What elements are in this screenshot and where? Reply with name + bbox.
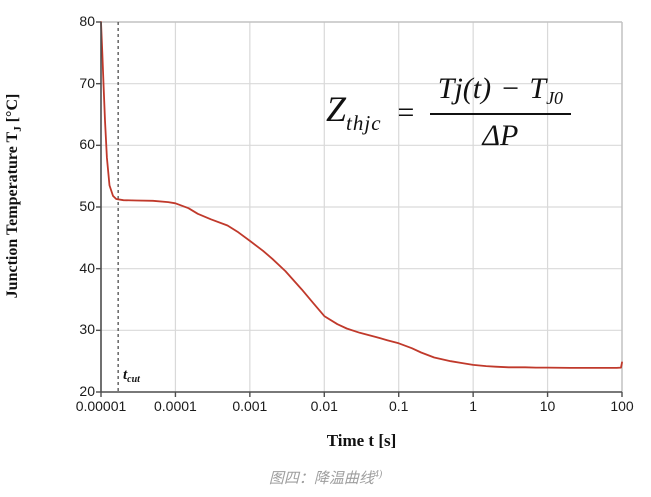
caption-footnote-marker: 4) (373, 469, 383, 480)
formula-minus-sign: − (500, 72, 521, 105)
y-tick-label: 20 (79, 383, 95, 399)
y-tick-label: 40 (79, 259, 95, 276)
formula-fraction: Tj(t) − TJ0 ΔP (429, 72, 572, 154)
thermal-impedance-formula: Zthjc = Tj(t) − TJ0 ΔP (326, 72, 572, 154)
y-tick-label: 80 (79, 13, 95, 29)
x-tick-label: 0.1 (388, 398, 409, 414)
y-tick-label: 70 (79, 74, 95, 91)
x-tick-label: 0.01 (310, 398, 338, 414)
x-tick-label: 1 (469, 398, 478, 414)
formula-lhs: Zthjc (326, 89, 382, 136)
formula-lhs-subscript: thjc (346, 111, 382, 136)
formula-numerator-subscript: J0 (546, 88, 564, 108)
y-axis-title-subscript: J (12, 126, 25, 132)
x-tick-label: 0.00001 (75, 398, 127, 414)
x-tick-label: 0.001 (232, 398, 268, 414)
x-axis-title: Time t [s] (326, 431, 397, 450)
y-axis-title: Junction Temperature TJ [°C] (4, 93, 25, 299)
y-tick-label: 30 (79, 321, 95, 338)
x-tick-label: 0.0001 (154, 398, 197, 414)
x-tick-label: 100 (610, 398, 634, 414)
temperature-curve (100, 21, 623, 369)
y-tick-label: 50 (79, 198, 95, 214)
formula-equals: = (395, 95, 416, 129)
tcut-annotation: tcut (123, 367, 140, 385)
x-tick-label: 10 (539, 398, 556, 414)
formula-denominator: ΔP (482, 118, 519, 152)
figure-caption: 图四：降温曲线4) (268, 469, 383, 487)
formula-numerator: Tj(t) − TJ0 (429, 72, 572, 115)
y-tick-label: 60 (79, 136, 95, 153)
